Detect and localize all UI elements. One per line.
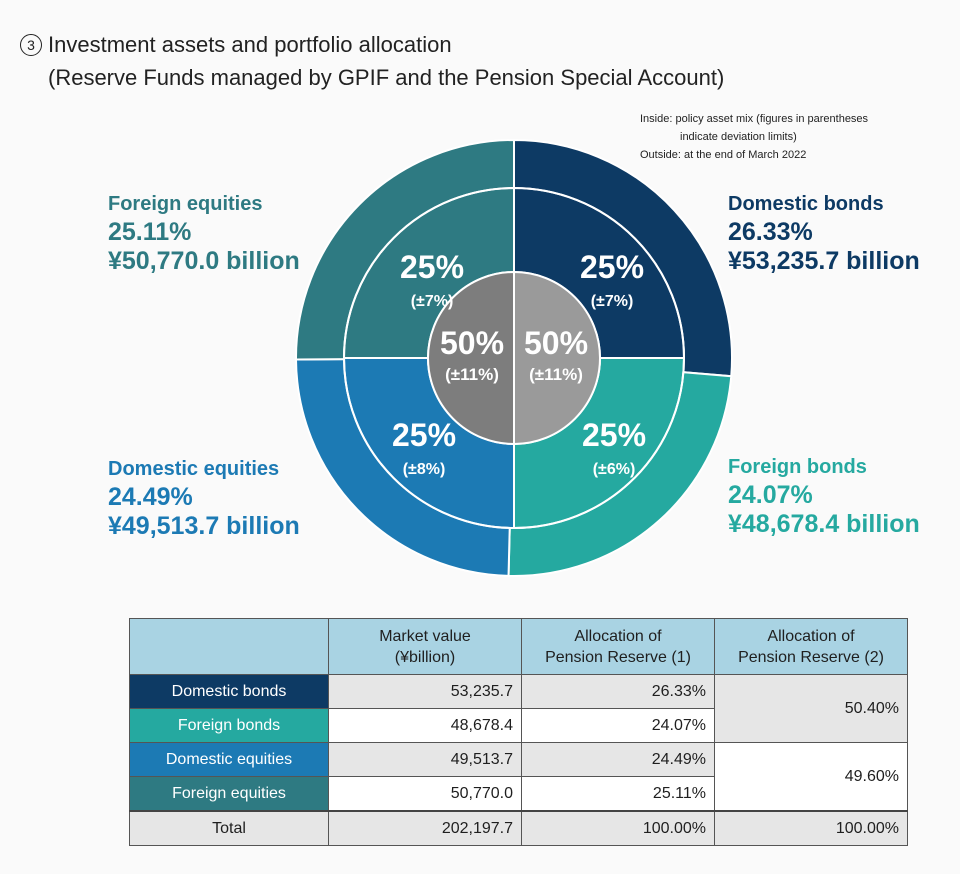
center-percent-label: 50%: [524, 325, 588, 361]
center-slice-bonds: [513, 270, 601, 446]
market-value-cell: 53,235.7: [328, 674, 522, 709]
table-row: Foreign bonds 48,678.4 24.07%: [129, 708, 908, 743]
alloc1-cell: 25.11%: [521, 776, 715, 812]
circled-number-icon: 3: [20, 34, 42, 56]
alloc1-cell: 100.00%: [521, 810, 715, 846]
policy-percent-label: 25%: [580, 249, 644, 285]
allocation-table: Market value (¥billion) Allocation of Pe…: [129, 618, 908, 846]
slice-name: Foreign bonds: [728, 456, 867, 478]
alloc1-cell: 24.49%: [521, 742, 715, 777]
policy-limit-label: (±7%): [411, 293, 454, 310]
label-foreign-equities: Foreign equities 25.11% ¥50,770.0 billio…: [108, 190, 300, 276]
ring-divider: [343, 187, 685, 529]
slice-amount: ¥49,513.7 billion: [108, 512, 300, 540]
policy-ring: [342, 186, 686, 530]
slice-name: Foreign equities: [108, 193, 263, 215]
table-header-row: Market value (¥billion) Allocation of Pe…: [129, 618, 908, 675]
row-label: Total: [129, 810, 329, 846]
table-header-cell: Allocation of Pension Reserve (1): [521, 618, 715, 675]
alloc2-cell: 50.40%: [714, 674, 908, 743]
heading-line-1: Investment assets and portfolio allocati…: [48, 32, 452, 57]
row-label: Domestic equities: [129, 742, 329, 777]
market-value-cell: 50,770.0: [328, 776, 522, 812]
center-disc: [427, 270, 601, 446]
ring-labels: 25%(±7%)25%(±6%)25%(±8%)25%(±7%)50%(±11%…: [392, 249, 646, 478]
slice-percent: 25.11%: [108, 218, 192, 246]
label-domestic-bonds: Domestic bonds 26.33% ¥53,235.7 billion: [728, 190, 920, 276]
label-foreign-bonds: Foreign bonds 24.07% ¥48,678.4 billion: [728, 453, 920, 539]
alloc2-cell: 100.00%: [714, 810, 908, 846]
alloc1-cell: 26.33%: [521, 674, 715, 709]
policy-limit-label: (±8%): [403, 461, 446, 478]
alloc1-cell: 24.07%: [521, 708, 715, 743]
policy-percent-label: 25%: [392, 417, 456, 453]
table-header-cell: Market value (¥billion): [328, 618, 522, 675]
table-row: Domestic bonds 53,235.7 26.33% 50.40%: [129, 674, 908, 743]
label-domestic-equities: Domestic equities 24.49% ¥49,513.7 billi…: [108, 455, 300, 541]
row-label: Foreign bonds: [129, 708, 329, 743]
note-line-2: indicate deviation limits): [680, 131, 797, 143]
table-header-cell: Allocation of Pension Reserve (2): [714, 618, 908, 675]
page-heading: 3 Investment assets and portfolio allocat…: [20, 28, 724, 94]
heading-line-2: (Reserve Funds managed by GPIF and the P…: [48, 65, 725, 90]
policy-limit-label: (±7%): [591, 293, 634, 310]
slice-amount: ¥48,678.4 billion: [728, 510, 920, 538]
slice-percent: 24.07%: [728, 481, 813, 509]
center-percent-label: 50%: [440, 325, 504, 361]
policy-percent-label: 25%: [582, 417, 646, 453]
note-line-1: Inside: policy asset mix (figures in par…: [640, 113, 869, 125]
chart-note: Inside: policy asset mix (figures in par…: [640, 110, 868, 164]
table-row: Foreign equities 50,770.0 25.11%: [129, 776, 908, 812]
slice-name: Domestic equities: [108, 458, 280, 480]
allocation-donut-chart: 25%(±7%)25%(±6%)25%(±8%)25%(±7%)50%(±11%…: [294, 138, 733, 577]
table-header-cell: [129, 618, 329, 675]
policy-percent-label: 25%: [400, 249, 464, 285]
center-limit-label: (±11%): [529, 365, 583, 384]
row-label: Domestic bonds: [129, 674, 329, 709]
center-slice-equities: [427, 270, 515, 446]
row-label: Foreign equities: [129, 776, 329, 812]
table-total-row: Total 202,197.7 100.00% 100.00%: [129, 810, 908, 846]
market-value-cell: 202,197.7: [328, 810, 522, 846]
alloc2-cell: 49.60%: [714, 742, 908, 812]
center-limit-label: (±11%): [445, 365, 499, 384]
market-value-cell: 49,513.7: [328, 742, 522, 777]
slice-name: Domestic bonds: [728, 193, 884, 215]
policy-limit-label: (±6%): [593, 461, 636, 478]
note-line-3: Outside: at the end of March 2022: [640, 149, 807, 161]
market-value-cell: 48,678.4: [328, 708, 522, 743]
slice-percent: 26.33%: [728, 218, 813, 246]
slice-amount: ¥50,770.0 billion: [108, 247, 300, 275]
slice-amount: ¥53,235.7 billion: [728, 247, 920, 275]
table-row: Domestic equities 49,513.7 24.49% 49.60%: [129, 742, 908, 812]
slice-percent: 24.49%: [108, 483, 193, 511]
